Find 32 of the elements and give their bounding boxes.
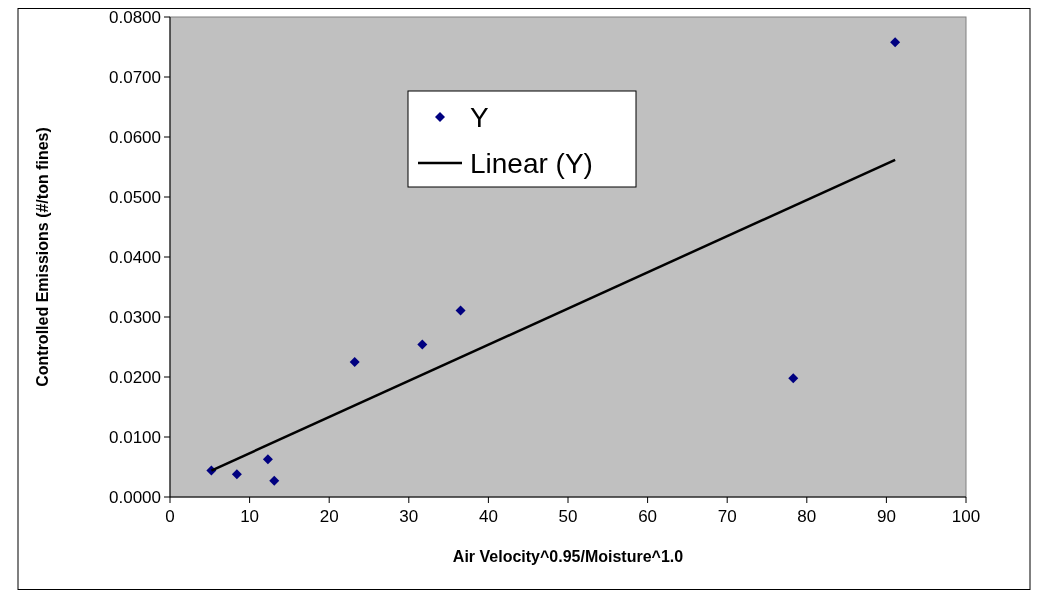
- x-tick-label: 50: [558, 507, 578, 526]
- legend-label: Y: [470, 101, 489, 133]
- y-tick-label: 0.0800: [109, 7, 161, 27]
- x-tick-label: 10: [240, 507, 260, 526]
- point: [231, 469, 242, 480]
- y-tick-label: 0.0100: [109, 427, 161, 447]
- point: [788, 373, 799, 384]
- point: [269, 475, 280, 486]
- x-tick-label: 70: [717, 507, 737, 526]
- y-axis-title: Controlled Emissions (#/ton fines): [34, 127, 51, 387]
- x-tick-label: 60: [638, 507, 658, 526]
- y-tick-label: 0.0600: [109, 127, 161, 147]
- y-tick-label: 0.0700: [109, 67, 161, 87]
- y-tick-label: 0.0200: [109, 367, 161, 387]
- point: [455, 305, 466, 316]
- x-tick-label: 100: [951, 507, 981, 526]
- y-tick-label: 0.0000: [109, 487, 161, 507]
- point: [890, 37, 901, 48]
- y-tick-label: 0.0500: [109, 187, 161, 207]
- point: [349, 357, 360, 367]
- y-tick-label: 0.0400: [109, 247, 161, 267]
- x-tick-label: 20: [319, 507, 339, 526]
- legend-label: Linear (Y): [470, 147, 593, 179]
- x-tick-label: 0: [165, 507, 175, 526]
- x-tick-label: 80: [797, 507, 817, 526]
- x-tick-label: 30: [399, 507, 419, 526]
- point: [417, 339, 428, 350]
- y-tick-label: 0.0300: [109, 307, 161, 327]
- x-tick-label: 90: [876, 507, 896, 526]
- point: [262, 454, 273, 465]
- x-axis-title: Air Velocity^0.95/Moisture^1.0: [452, 548, 684, 565]
- x-tick-label: 40: [478, 507, 498, 526]
